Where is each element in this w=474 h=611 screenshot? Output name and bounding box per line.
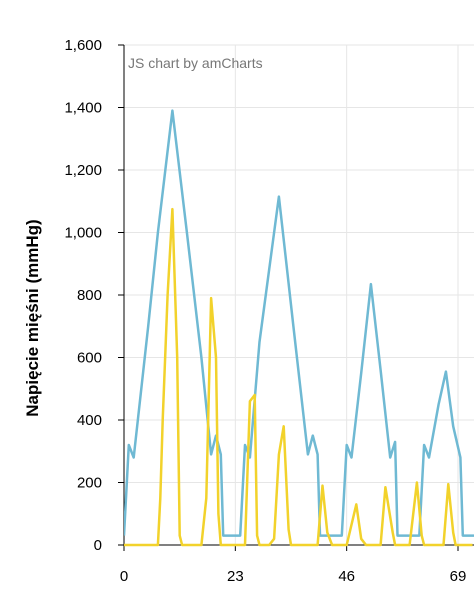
chart-credit[interactable]: JS chart by amCharts (128, 55, 263, 71)
grid (124, 44, 474, 545)
series-line-1 (124, 109, 474, 537)
y-tick-label: 400 (77, 412, 102, 429)
plot-area (124, 109, 474, 547)
y-tick-label: 200 (77, 475, 102, 492)
x-axis: 0 23 46 69 (120, 544, 474, 585)
y-tick-label: 800 (77, 287, 102, 304)
series-line-2 (124, 207, 473, 547)
y-tick-label: 0 (94, 537, 102, 554)
x-tick-label: 23 (227, 568, 244, 585)
y-tick-label: 600 (77, 350, 102, 367)
y-tick-label: 1,400 (64, 100, 102, 117)
x-tick-label: 0 (120, 568, 128, 585)
y-axis-title: Napięcie mięśni (mmHg) (23, 219, 42, 416)
x-tick-label: 69 (450, 568, 467, 585)
y-tick-label: 1,000 (64, 225, 102, 242)
x-tick-label: 46 (338, 568, 355, 585)
y-tick-label: 1,600 (64, 37, 102, 54)
y-tick-label: 1,200 (64, 162, 102, 179)
y-axis: 0 200 400 600 800 1,000 1,200 1,400 1,600 (64, 37, 125, 554)
